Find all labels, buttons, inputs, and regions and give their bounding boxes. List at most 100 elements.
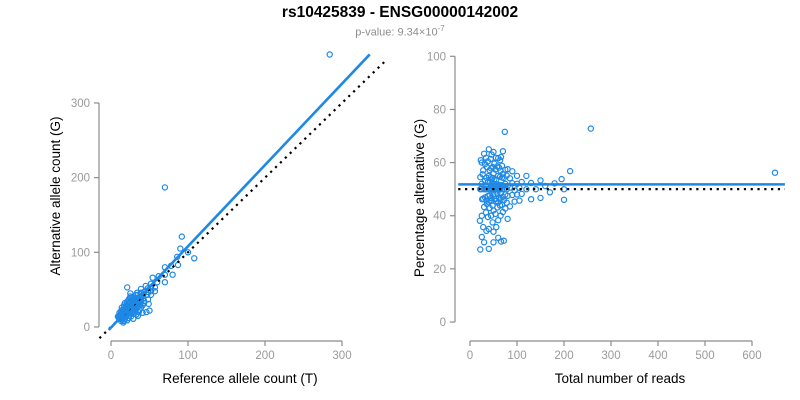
x-axis-title: Reference allele count (T) — [162, 371, 317, 386]
x-tick-label: 100 — [178, 350, 197, 362]
data-point — [490, 239, 497, 246]
data-point — [558, 175, 565, 183]
y-tick-label: 60 — [433, 158, 446, 170]
data-point — [479, 195, 486, 203]
x-tick-label: 500 — [695, 350, 714, 362]
y-tick-label: 80 — [433, 104, 446, 116]
y-tick-label: 20 — [433, 264, 446, 276]
data-point — [485, 225, 492, 233]
data-point — [178, 233, 185, 240]
y-tick-label: 100 — [71, 247, 90, 259]
data-point — [174, 261, 182, 269]
data-point — [484, 213, 492, 221]
p-value-exponent: -7 — [437, 24, 445, 33]
data-point — [490, 228, 497, 235]
y-tick-label: 200 — [71, 173, 90, 185]
data-point — [480, 223, 487, 231]
p-value-label: p-value: — [355, 26, 395, 39]
data-point — [146, 307, 153, 314]
data-point — [477, 156, 484, 164]
x-tick-label: 300 — [332, 350, 351, 362]
p-value-number: 9.34×10 — [397, 26, 438, 39]
data-point — [485, 146, 492, 153]
data-point — [487, 165, 495, 172]
data-point — [560, 196, 568, 203]
regression-line — [107, 53, 371, 331]
y-tick-label: 0 — [84, 322, 90, 334]
data-point — [133, 289, 141, 296]
data-point — [161, 184, 169, 191]
data-point — [537, 177, 544, 184]
data-point — [501, 128, 508, 135]
y-tick-label: 0 — [440, 317, 446, 329]
data-point — [137, 285, 145, 293]
data-point — [149, 274, 156, 281]
x-tick-label: 400 — [648, 350, 667, 362]
data-point — [476, 217, 484, 224]
x-tick-label: 200 — [255, 350, 274, 362]
data-point — [477, 246, 484, 253]
identity-line — [98, 58, 388, 339]
data-point — [147, 288, 155, 295]
data-point — [479, 171, 486, 178]
data-point — [177, 245, 184, 252]
data-point — [480, 167, 487, 174]
data-point — [145, 300, 152, 308]
figure-title: rs10425839 - ENSG00000142002 — [281, 4, 519, 21]
data-point — [490, 148, 497, 156]
data-point — [151, 288, 159, 295]
data-point — [326, 51, 333, 58]
data-point — [500, 237, 507, 244]
data-point — [516, 197, 523, 204]
x-tick-label: 300 — [601, 350, 620, 362]
data-point — [497, 153, 505, 161]
data-point — [587, 125, 595, 132]
data-point — [506, 203, 514, 210]
x-tick-label: 100 — [507, 350, 526, 362]
data-point — [499, 147, 507, 155]
data-point — [771, 169, 779, 176]
data-point — [504, 215, 511, 223]
x-tick-label: 0 — [108, 350, 114, 362]
data-point — [497, 238, 505, 245]
y-tick-label: 100 — [427, 51, 446, 63]
data-point — [503, 185, 510, 193]
data-point — [489, 219, 496, 226]
y-tick-label: 40 — [433, 211, 446, 223]
y-axis-title: Percentage alternative (G) — [412, 119, 427, 277]
data-point — [493, 223, 500, 231]
data-point — [537, 194, 544, 202]
data-point — [143, 308, 150, 316]
figure-subtitle: p-value: 9.34×10-7 — [0, 24, 800, 39]
data-point — [184, 249, 192, 256]
data-point — [498, 162, 506, 169]
y-axis-title: Alternative allele count (G) — [48, 116, 63, 275]
data-point — [161, 279, 169, 286]
data-point — [518, 190, 525, 198]
data-point — [190, 255, 198, 262]
x-tick-label: 200 — [554, 350, 573, 362]
data-point — [485, 245, 492, 253]
data-point — [496, 156, 504, 164]
x-tick-label: 0 — [467, 350, 473, 362]
data-point — [503, 199, 510, 206]
data-point — [123, 284, 131, 291]
data-point — [523, 172, 530, 180]
data-point — [527, 195, 535, 203]
data-point — [480, 239, 488, 246]
x-axis-title: Total number of reads — [555, 371, 686, 386]
data-point — [523, 185, 530, 193]
y-tick-label: 300 — [71, 98, 90, 110]
data-point — [147, 291, 155, 299]
data-point — [509, 168, 516, 175]
x-tick-label: 600 — [742, 350, 761, 362]
data-point — [513, 172, 521, 180]
data-point — [506, 175, 514, 182]
data-point — [478, 233, 485, 241]
data-point — [134, 312, 142, 319]
data-point — [566, 167, 574, 175]
data-point — [546, 189, 554, 196]
data-point — [169, 271, 176, 278]
